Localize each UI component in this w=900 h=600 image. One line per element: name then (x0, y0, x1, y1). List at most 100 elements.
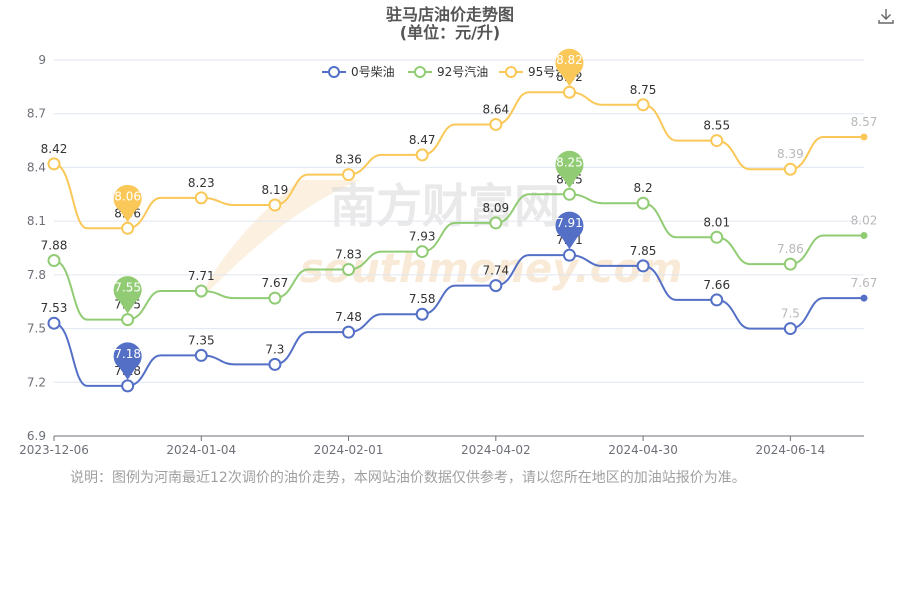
data-label: 8.19 (262, 183, 289, 197)
data-label: 8.55 (703, 119, 730, 133)
data-label: 7.67 (262, 276, 289, 290)
data-point[interactable] (562, 85, 576, 99)
data-point[interactable] (268, 357, 282, 371)
legend-label: 0号柴油 (351, 65, 395, 79)
data-label: 7.48 (335, 310, 362, 324)
data-label: 7.53 (41, 301, 68, 315)
data-label: 8.2 (634, 181, 653, 195)
data-label: 8.02 (851, 213, 878, 227)
marker-pin-min: 7.55 (113, 276, 142, 314)
data-point[interactable] (121, 379, 135, 393)
legend-swatch-marker (414, 66, 426, 78)
pin-label: 8.82 (556, 53, 583, 67)
data-label: 7.3 (265, 342, 284, 356)
marker-pin-max: 8.25 (555, 150, 584, 189)
data-point[interactable] (342, 168, 356, 182)
data-point[interactable] (710, 293, 724, 307)
pin-shape (113, 342, 142, 380)
data-point[interactable] (415, 307, 429, 321)
data-label: 7.5 (781, 307, 800, 321)
data-point[interactable] (860, 294, 868, 302)
data-point[interactable] (562, 187, 576, 201)
data-point[interactable] (860, 231, 868, 239)
pin-shape (113, 184, 142, 223)
data-point[interactable] (342, 262, 356, 276)
data-label: 8.64 (482, 102, 509, 116)
data-label: 8.39 (777, 147, 804, 161)
data-label: 8.42 (41, 142, 68, 156)
data-label: 8.57 (851, 115, 878, 129)
data-point[interactable] (47, 157, 61, 171)
data-label: 8.23 (188, 176, 215, 190)
data-label: 7.35 (188, 333, 215, 347)
legend-label: 92号汽油 (437, 64, 488, 79)
watermark-cn: 南方财富网 (330, 179, 560, 233)
legend[interactable]: 0号柴油 92号汽油 95号汽油 (322, 64, 579, 79)
data-point[interactable] (636, 259, 650, 273)
data-point[interactable] (47, 316, 61, 330)
pin-shape (555, 150, 584, 189)
pin-label: 7.55 (114, 281, 141, 295)
data-point[interactable] (121, 221, 135, 235)
y-tick-label: 6.9 (27, 429, 46, 443)
data-point[interactable] (860, 133, 868, 141)
data-point[interactable] (194, 191, 208, 205)
data-point[interactable] (342, 325, 356, 339)
y-tick-label: 7.8 (27, 268, 46, 282)
data-point[interactable] (710, 134, 724, 148)
y-tick-label: 8.4 (27, 160, 46, 174)
data-point[interactable] (121, 313, 135, 327)
grid (54, 59, 864, 383)
data-label: 8.75 (630, 83, 657, 97)
data-point[interactable] (489, 117, 503, 131)
data-label: 7.66 (703, 278, 730, 292)
data-label: 7.93 (409, 230, 436, 244)
oil-price-chart: 驻马店油价走势图 (单位：元/升) 南方财富网 southmoney.com 6… (19, 5, 878, 457)
data-label: 7.67 (851, 276, 878, 290)
data-point[interactable] (415, 148, 429, 162)
series-group: 7.53 7.18 7.35 7.3 7.48 7.58 7.74 7.91 7.85 7.66 7… (41, 70, 878, 393)
download-icon[interactable] (876, 6, 896, 26)
data-point[interactable] (636, 98, 650, 112)
data-point[interactable] (783, 162, 797, 176)
marker-pin-max: 7.91 (555, 211, 584, 250)
data-point[interactable] (710, 230, 724, 244)
axes: 6.9 7.2 7.5 7.8 8.1 8.4 8.7 9 2023-12-06 2024-01-… (19, 53, 864, 457)
data-point[interactable] (194, 348, 208, 362)
pin-label: 8.25 (556, 155, 583, 169)
data-point[interactable] (489, 216, 503, 230)
data-point[interactable] (47, 254, 61, 268)
y-tick-label: 9 (38, 53, 46, 67)
legend-item-2[interactable]: 92号汽油 (408, 64, 488, 79)
data-point[interactable] (489, 279, 503, 293)
x-tick-label: 2024-02-01 (314, 443, 384, 457)
data-point[interactable] (194, 284, 208, 298)
data-point[interactable] (268, 198, 282, 212)
data-label: 7.86 (777, 242, 804, 256)
series-3: 8.428.068.238.198.368.478.648.828.758.55… (41, 70, 878, 235)
data-label: 7.85 (630, 244, 657, 258)
data-point[interactable] (415, 245, 429, 259)
data-label: 7.74 (482, 264, 509, 278)
pin-label: 7.91 (556, 216, 583, 230)
legend-swatch-marker (505, 66, 517, 78)
data-point[interactable] (268, 291, 282, 305)
data-label: 8.01 (703, 215, 730, 229)
series-2: 7.887.557.717.677.837.938.098.258.28.017… (41, 172, 878, 327)
data-point[interactable] (783, 322, 797, 336)
pin-shape (113, 276, 142, 314)
data-label: 7.58 (409, 292, 436, 306)
x-tick-label: 2023-12-06 (19, 443, 89, 457)
legend-item-1[interactable]: 0号柴油 (322, 65, 395, 79)
data-label: 7.83 (335, 247, 362, 261)
chart-title: 驻马店油价走势图 (386, 5, 514, 24)
data-point[interactable] (562, 248, 576, 262)
marker-pin-max: 8.82 (555, 48, 584, 87)
data-point[interactable] (636, 196, 650, 210)
data-point[interactable] (783, 257, 797, 271)
data-label: 7.71 (188, 269, 215, 283)
y-tick-label: 8.7 (27, 107, 46, 121)
data-label: 8.09 (482, 201, 509, 215)
pin-shape (555, 48, 584, 87)
marker-pin-min: 7.18 (113, 342, 142, 380)
